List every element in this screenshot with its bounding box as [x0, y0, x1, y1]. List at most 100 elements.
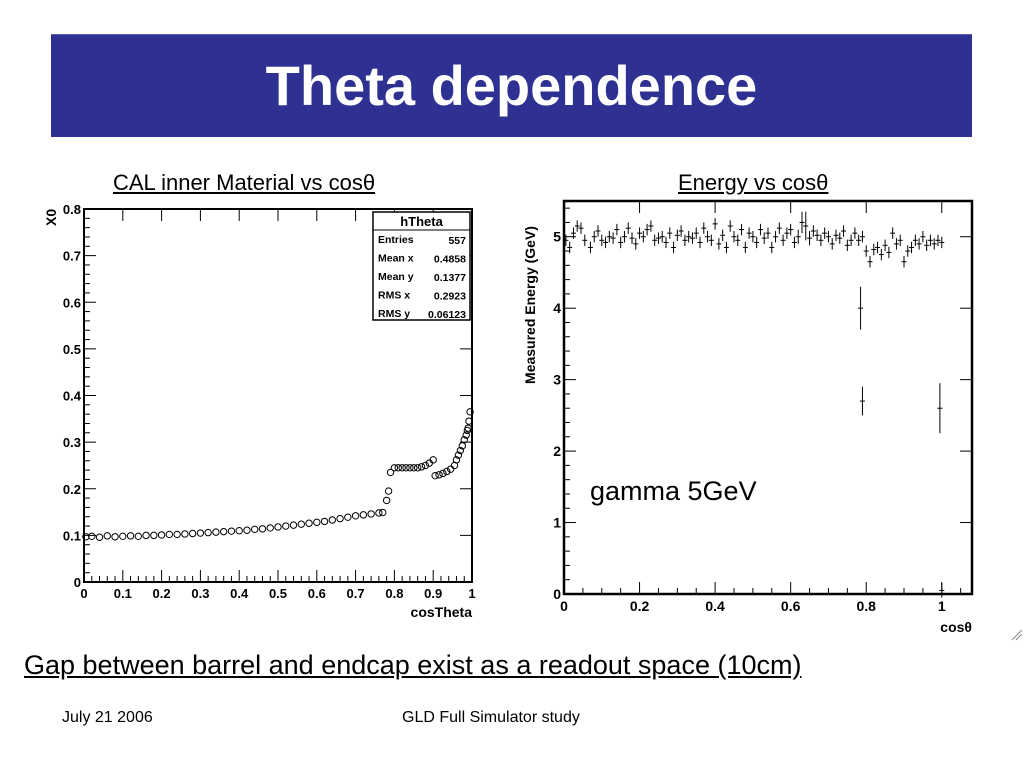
data-point — [859, 231, 865, 243]
data-point — [567, 241, 573, 254]
data-point — [595, 225, 601, 237]
x-axis-label: cosθ — [940, 619, 972, 635]
data-point — [305, 519, 313, 527]
data-point — [640, 231, 646, 243]
data-point — [204, 528, 212, 537]
data-point — [266, 524, 274, 532]
y-tick-label: 0 — [553, 586, 561, 602]
y-tick-label: 4 — [553, 300, 561, 316]
data-point — [465, 417, 473, 425]
data-point — [382, 496, 391, 505]
data-point — [829, 238, 835, 250]
data-point — [614, 223, 620, 236]
data-point — [716, 238, 722, 250]
stats-row-label: Entries — [378, 234, 414, 246]
data-point — [625, 222, 631, 234]
data-point — [587, 241, 593, 254]
data-point — [739, 223, 745, 236]
data-point — [912, 234, 918, 247]
data-point — [394, 464, 402, 472]
data-point — [937, 383, 943, 434]
data-point — [822, 227, 828, 239]
data-point — [863, 245, 869, 257]
data-point — [344, 513, 352, 521]
x-tick-label: 0.1 — [114, 586, 132, 601]
data-point — [258, 525, 267, 533]
data-point — [578, 222, 584, 234]
title-bar: Theta dependence — [51, 34, 972, 137]
y-tick-label: 0.8 — [63, 202, 81, 217]
x-tick-label: 1 — [468, 586, 475, 601]
y-tick-label: 0.1 — [63, 528, 81, 543]
chart-annotation: gamma 5GeV — [590, 476, 757, 506]
stats-row-value: 0.4858 — [434, 254, 466, 266]
data-point — [761, 232, 767, 244]
data-point — [328, 516, 337, 524]
data-point — [858, 286, 864, 330]
data-point — [417, 463, 426, 471]
data-point — [791, 236, 797, 249]
stats-row-value: 557 — [448, 235, 466, 247]
data-point — [297, 520, 305, 528]
data-point — [390, 464, 399, 472]
y-tick-label: 0.5 — [63, 342, 81, 357]
data-point — [462, 431, 470, 439]
y-tick-label: 5 — [553, 229, 561, 245]
x-tick-label: 1 — [938, 598, 946, 614]
x-tick-label: 0.3 — [191, 586, 209, 601]
data-point — [386, 468, 395, 477]
data-point — [765, 227, 771, 239]
data-point — [603, 236, 609, 249]
data-point — [644, 223, 650, 236]
data-point — [769, 241, 775, 254]
data-point — [196, 529, 205, 537]
data-point — [780, 234, 786, 247]
data-point — [413, 464, 422, 472]
data-point — [111, 533, 119, 541]
data-point — [103, 532, 111, 540]
data-point — [443, 467, 451, 476]
y-tick-label: 0 — [74, 575, 81, 590]
data-point — [788, 223, 794, 236]
data-point — [837, 232, 843, 244]
data-point — [720, 229, 726, 242]
data-point — [173, 530, 181, 539]
data-point — [464, 424, 472, 432]
x-tick-label: 0.6 — [308, 586, 326, 601]
data-point — [570, 227, 576, 239]
data-point — [456, 446, 465, 455]
data-point — [776, 222, 782, 234]
data-point — [686, 231, 692, 243]
data-point — [848, 234, 854, 247]
data-point — [927, 234, 933, 247]
data-point — [219, 527, 228, 536]
y-tick-label: 0.3 — [63, 435, 81, 450]
data-point — [746, 227, 752, 239]
data-point — [313, 518, 321, 527]
x-tick-label: 0.4 — [230, 586, 249, 601]
y-axis-label: Measured Energy (GeV) — [522, 226, 538, 384]
data-point — [431, 471, 439, 480]
data-point — [727, 220, 733, 232]
data-point — [157, 531, 166, 539]
x-axis-label: cosTheta — [411, 604, 473, 620]
data-point — [825, 231, 831, 243]
data-point — [582, 234, 588, 247]
data-point — [435, 471, 443, 479]
data-point — [814, 229, 820, 242]
data-point — [935, 234, 941, 247]
stats-row-value: 0.1377 — [434, 272, 466, 284]
data-point — [574, 220, 580, 232]
data-point — [909, 241, 915, 254]
data-point — [375, 509, 383, 517]
slide-caption: Gap between barrel and endcap exist as a… — [24, 650, 802, 680]
data-point — [678, 225, 684, 237]
data-point — [901, 256, 907, 268]
data-point — [563, 234, 569, 247]
data-point — [916, 238, 922, 250]
data-point — [384, 487, 393, 495]
x-tick-label: 0.8 — [385, 586, 403, 601]
data-point — [274, 523, 282, 531]
data-point — [621, 231, 627, 243]
resize-handle-icon[interactable] — [1011, 629, 1023, 641]
